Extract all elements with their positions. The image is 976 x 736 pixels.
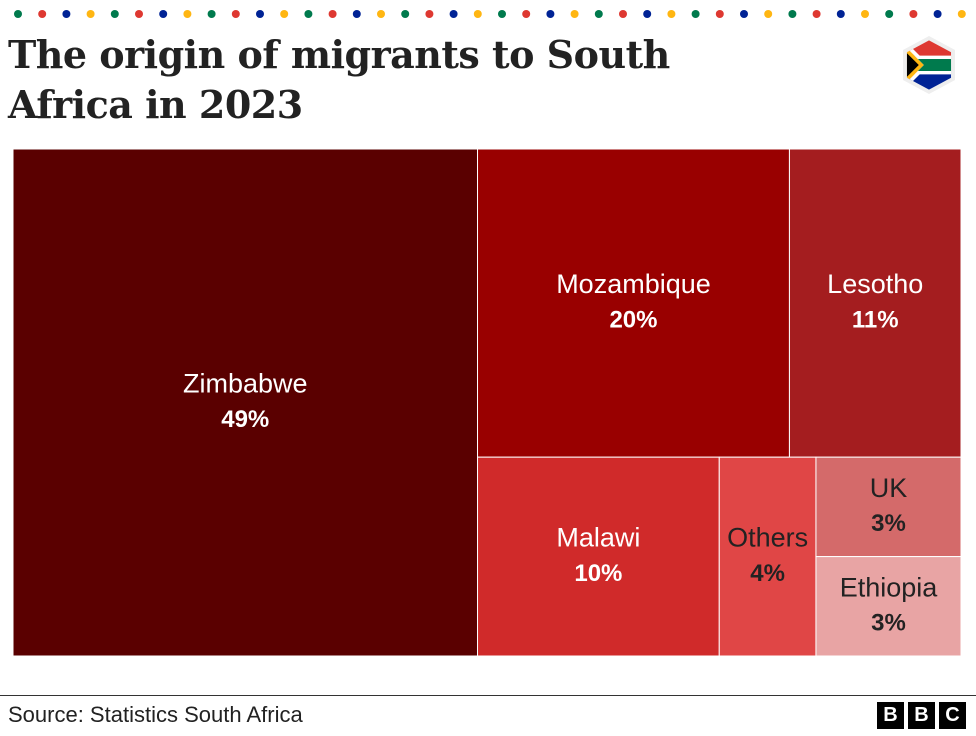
- decor-dot: [110, 10, 119, 18]
- tile-label: Others: [727, 523, 808, 553]
- decor-dot: [352, 10, 361, 18]
- decor-dot: [812, 10, 821, 18]
- logo-letter: C: [939, 702, 966, 729]
- decor-dot: [425, 10, 434, 18]
- decor-dots: [14, 10, 966, 18]
- value-label: 4%: [750, 560, 785, 587]
- tile-label: Ethiopia: [840, 572, 939, 602]
- decor-dot: [401, 10, 410, 18]
- decor-dot: [740, 10, 748, 18]
- value-label: 3%: [871, 510, 906, 537]
- treemap: Zimbabwe 49% Mozambique 20% Lesotho 11% Malawi…: [12, 148, 962, 657]
- logo-letter: B: [908, 702, 935, 729]
- decor-dot: [522, 10, 531, 18]
- decor-dot: [498, 10, 506, 18]
- value-label: 49%: [221, 406, 269, 433]
- tile: [12, 148, 479, 657]
- tile-label: Zimbabwe: [183, 369, 308, 399]
- decor-dot: [207, 10, 216, 18]
- decor-dot: [957, 10, 966, 18]
- decor-dot: [570, 10, 579, 18]
- decor-dot: [14, 10, 22, 18]
- decor-dot: [256, 10, 264, 18]
- source-note: Source: Statistics South Africa: [8, 702, 303, 727]
- decor-dot: [449, 10, 458, 18]
- decor-dot: [933, 10, 942, 18]
- tile: [477, 456, 720, 657]
- decor-dot: [377, 10, 385, 18]
- decor-dot: [594, 10, 603, 18]
- value-label: 11%: [852, 306, 899, 333]
- decor-dot: [231, 10, 240, 18]
- tile-label: UK: [870, 473, 908, 503]
- decor-dot: [280, 10, 289, 18]
- value-label: 3%: [871, 610, 906, 637]
- tile-label: Lesotho: [827, 269, 923, 299]
- decor-dot: [909, 10, 918, 18]
- chart-title: The origin of migrants to South Africa i…: [8, 32, 670, 127]
- decor-dot: [38, 10, 47, 18]
- decor-dot: [328, 10, 337, 18]
- decor-dot: [715, 10, 724, 18]
- tile-label: Malawi: [556, 523, 640, 553]
- decor-dot: [643, 10, 652, 18]
- tile-label: Mozambique: [556, 269, 711, 299]
- decor-dot: [304, 10, 313, 18]
- tile: [477, 148, 790, 458]
- value-label: 20%: [609, 306, 657, 333]
- decor-dot: [667, 10, 676, 18]
- decor-dot: [691, 10, 700, 18]
- decor-dot: [619, 10, 627, 18]
- decor-dot: [62, 10, 71, 18]
- decor-dot: [836, 10, 845, 18]
- decor-dot: [861, 10, 869, 18]
- brand-logo: B B C: [877, 702, 966, 729]
- decor-dot: [159, 10, 168, 18]
- tile: [788, 148, 962, 458]
- decor-dot: [183, 10, 192, 18]
- tile: [718, 456, 817, 657]
- footer-rule: [0, 695, 976, 696]
- tile: [815, 556, 962, 657]
- decor-dot: [885, 10, 894, 18]
- tile: [815, 456, 962, 558]
- decor-dot: [788, 10, 797, 18]
- decor-dot: [546, 10, 555, 18]
- decor-dot: [764, 10, 773, 18]
- decor-dot: [135, 10, 143, 18]
- value-label: 10%: [574, 560, 622, 587]
- logo-letter: B: [877, 702, 904, 729]
- flag-icon: [903, 36, 955, 94]
- decor-dot: [473, 10, 482, 18]
- decor-dot: [86, 10, 95, 18]
